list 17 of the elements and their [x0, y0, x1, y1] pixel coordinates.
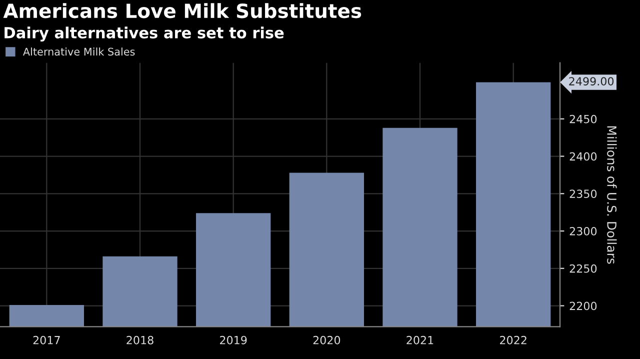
y-tick-label: 2250 — [570, 264, 597, 273]
y-tick-label: 2300 — [570, 226, 597, 236]
y-tick-label: 2400 — [570, 152, 597, 161]
x-tick-label: 2020 — [313, 336, 340, 344]
chart-title: Americans Love Milk Substitutes — [3, 3, 362, 18]
y-tick-label: 2450 — [570, 114, 597, 124]
text: 2499.00 — [569, 77, 614, 86]
x-tick-label: 2021 — [406, 336, 434, 344]
y-tick-label: 2350 — [570, 190, 597, 198]
y-axis-title: Millions of U.S. Dollars — [607, 126, 617, 264]
x-tick-label: 2017 — [33, 336, 60, 344]
y-tick-label: 2200 — [570, 302, 597, 310]
x-tick-label: 2019 — [220, 336, 247, 344]
legend-label: Alternative Milk Sales — [23, 48, 135, 56]
x-tick-label: 2022 — [500, 336, 526, 344]
chart-subtitle: Dairy alternatives are set to rise — [4, 26, 284, 42]
x-tick-label: 2018 — [126, 336, 154, 344]
